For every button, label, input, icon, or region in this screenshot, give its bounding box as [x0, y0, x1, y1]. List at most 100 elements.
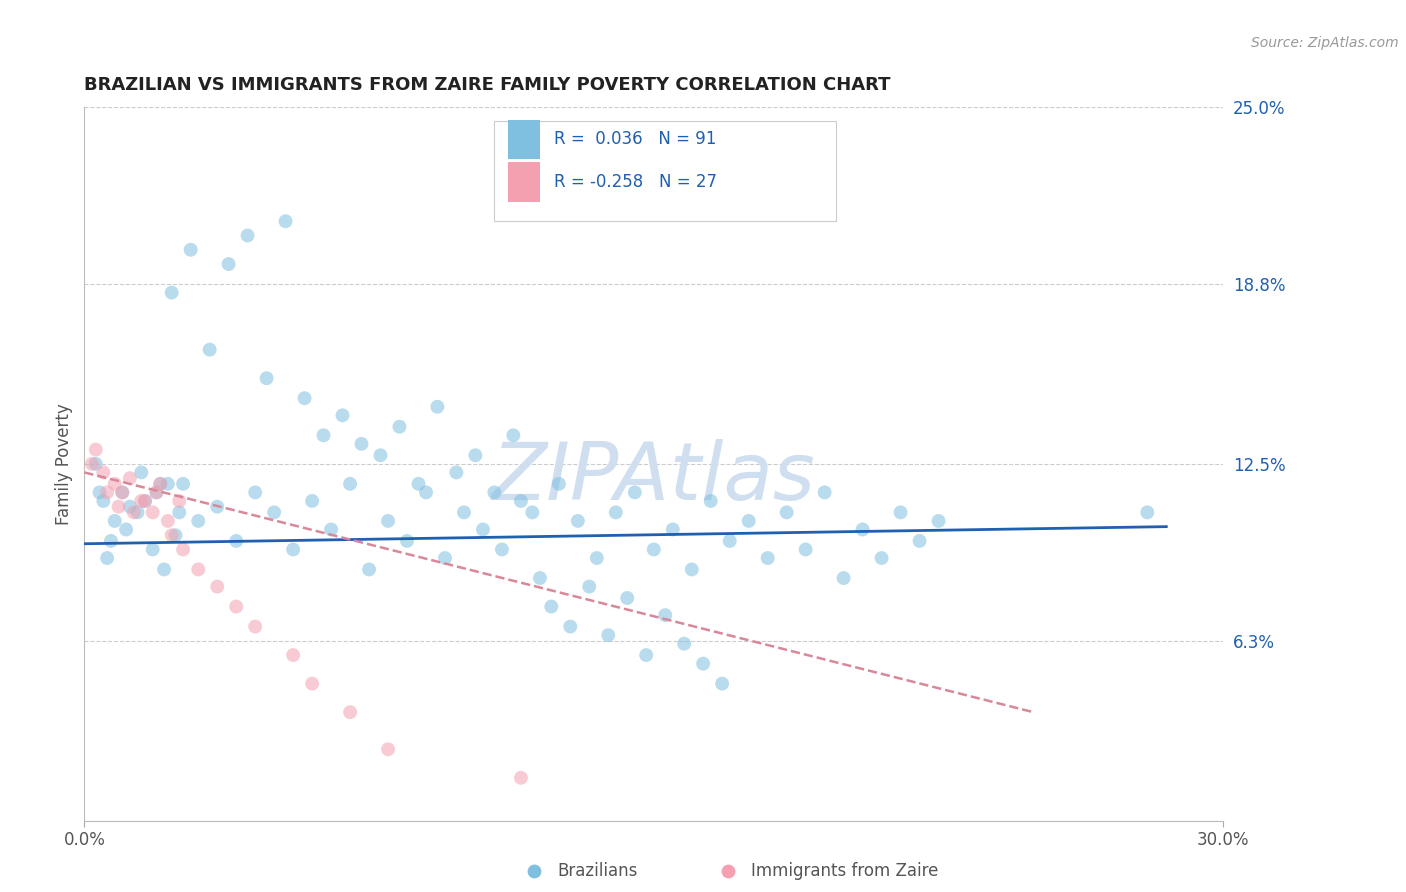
Point [529, 571, 551, 585]
Point [491, 542, 513, 557]
Point [377, 742, 399, 756]
Point [339, 705, 361, 719]
Point [426, 400, 449, 414]
Point [145, 485, 167, 500]
Point [96, 551, 118, 566]
Point [472, 523, 495, 537]
Point [283, 648, 305, 662]
Point [852, 523, 875, 537]
Point [256, 371, 278, 385]
Point [870, 551, 893, 566]
Point [225, 533, 247, 548]
Point [616, 591, 638, 605]
Text: Brazilians: Brazilians [557, 862, 637, 880]
Point [142, 505, 165, 519]
Point [134, 494, 156, 508]
Point [207, 580, 229, 594]
Point [93, 494, 115, 508]
Point [692, 657, 714, 671]
Point [396, 533, 419, 548]
Point [814, 485, 837, 500]
Point [756, 551, 779, 566]
Point [312, 428, 335, 442]
Point [370, 448, 392, 462]
FancyBboxPatch shape [508, 120, 540, 159]
Point [377, 514, 399, 528]
Point [187, 514, 209, 528]
Point [131, 494, 153, 508]
Point [84, 457, 107, 471]
Point [681, 562, 703, 576]
Point [160, 285, 183, 300]
Text: Immigrants from Zaire: Immigrants from Zaire [751, 862, 938, 880]
Point [115, 523, 138, 537]
Text: R =  0.036   N = 91: R = 0.036 N = 91 [554, 130, 716, 148]
Point [415, 485, 437, 500]
Point [225, 599, 247, 614]
Point [624, 485, 647, 500]
Point [149, 476, 172, 491]
Point [928, 514, 950, 528]
Point [118, 500, 141, 514]
FancyBboxPatch shape [508, 162, 540, 202]
Point [153, 562, 176, 576]
Point [332, 409, 354, 423]
Point [586, 551, 609, 566]
Point [198, 343, 221, 357]
Point [145, 485, 167, 500]
Point [484, 485, 506, 500]
Text: Source: ZipAtlas.com: Source: ZipAtlas.com [1251, 36, 1399, 50]
Point [111, 485, 134, 500]
Point [169, 505, 191, 519]
Point [662, 523, 685, 537]
Point [104, 514, 127, 528]
Point [388, 419, 411, 434]
Point [339, 476, 361, 491]
Point [832, 571, 855, 585]
Point [446, 466, 468, 480]
Point [540, 599, 562, 614]
Point [502, 428, 524, 442]
Point [122, 505, 145, 519]
Point [301, 494, 323, 508]
Point [283, 542, 305, 557]
Point [560, 619, 582, 633]
Point [510, 771, 533, 785]
Text: R = -0.258   N = 27: R = -0.258 N = 27 [554, 173, 717, 191]
Point [598, 628, 620, 642]
Point [321, 523, 343, 537]
Point [700, 494, 723, 508]
Point [274, 214, 297, 228]
Point [359, 562, 381, 576]
FancyBboxPatch shape [495, 121, 837, 221]
Point [96, 485, 118, 500]
Point [567, 514, 589, 528]
Point [263, 505, 285, 519]
Point [245, 485, 267, 500]
Point [134, 494, 156, 508]
Point [718, 533, 741, 548]
Point [80, 457, 103, 471]
Text: BRAZILIAN VS IMMIGRANTS FROM ZAIRE FAMILY POVERTY CORRELATION CHART: BRAZILIAN VS IMMIGRANTS FROM ZAIRE FAMIL… [84, 77, 891, 95]
Text: ZIPAtlas: ZIPAtlas [492, 439, 815, 517]
Point [301, 676, 323, 690]
Point [711, 676, 734, 690]
Point [578, 580, 600, 594]
Point [165, 528, 187, 542]
Point [453, 505, 475, 519]
Point [522, 505, 544, 519]
Point [464, 448, 486, 462]
Point [245, 619, 267, 633]
Point [794, 542, 817, 557]
Point [605, 505, 627, 519]
Point [142, 542, 165, 557]
Point [84, 442, 107, 457]
Point [350, 437, 373, 451]
Point [548, 476, 571, 491]
Point [636, 648, 658, 662]
Point [187, 562, 209, 576]
Point [93, 466, 115, 480]
Point [172, 542, 194, 557]
Point [156, 514, 179, 528]
Point [127, 505, 149, 519]
